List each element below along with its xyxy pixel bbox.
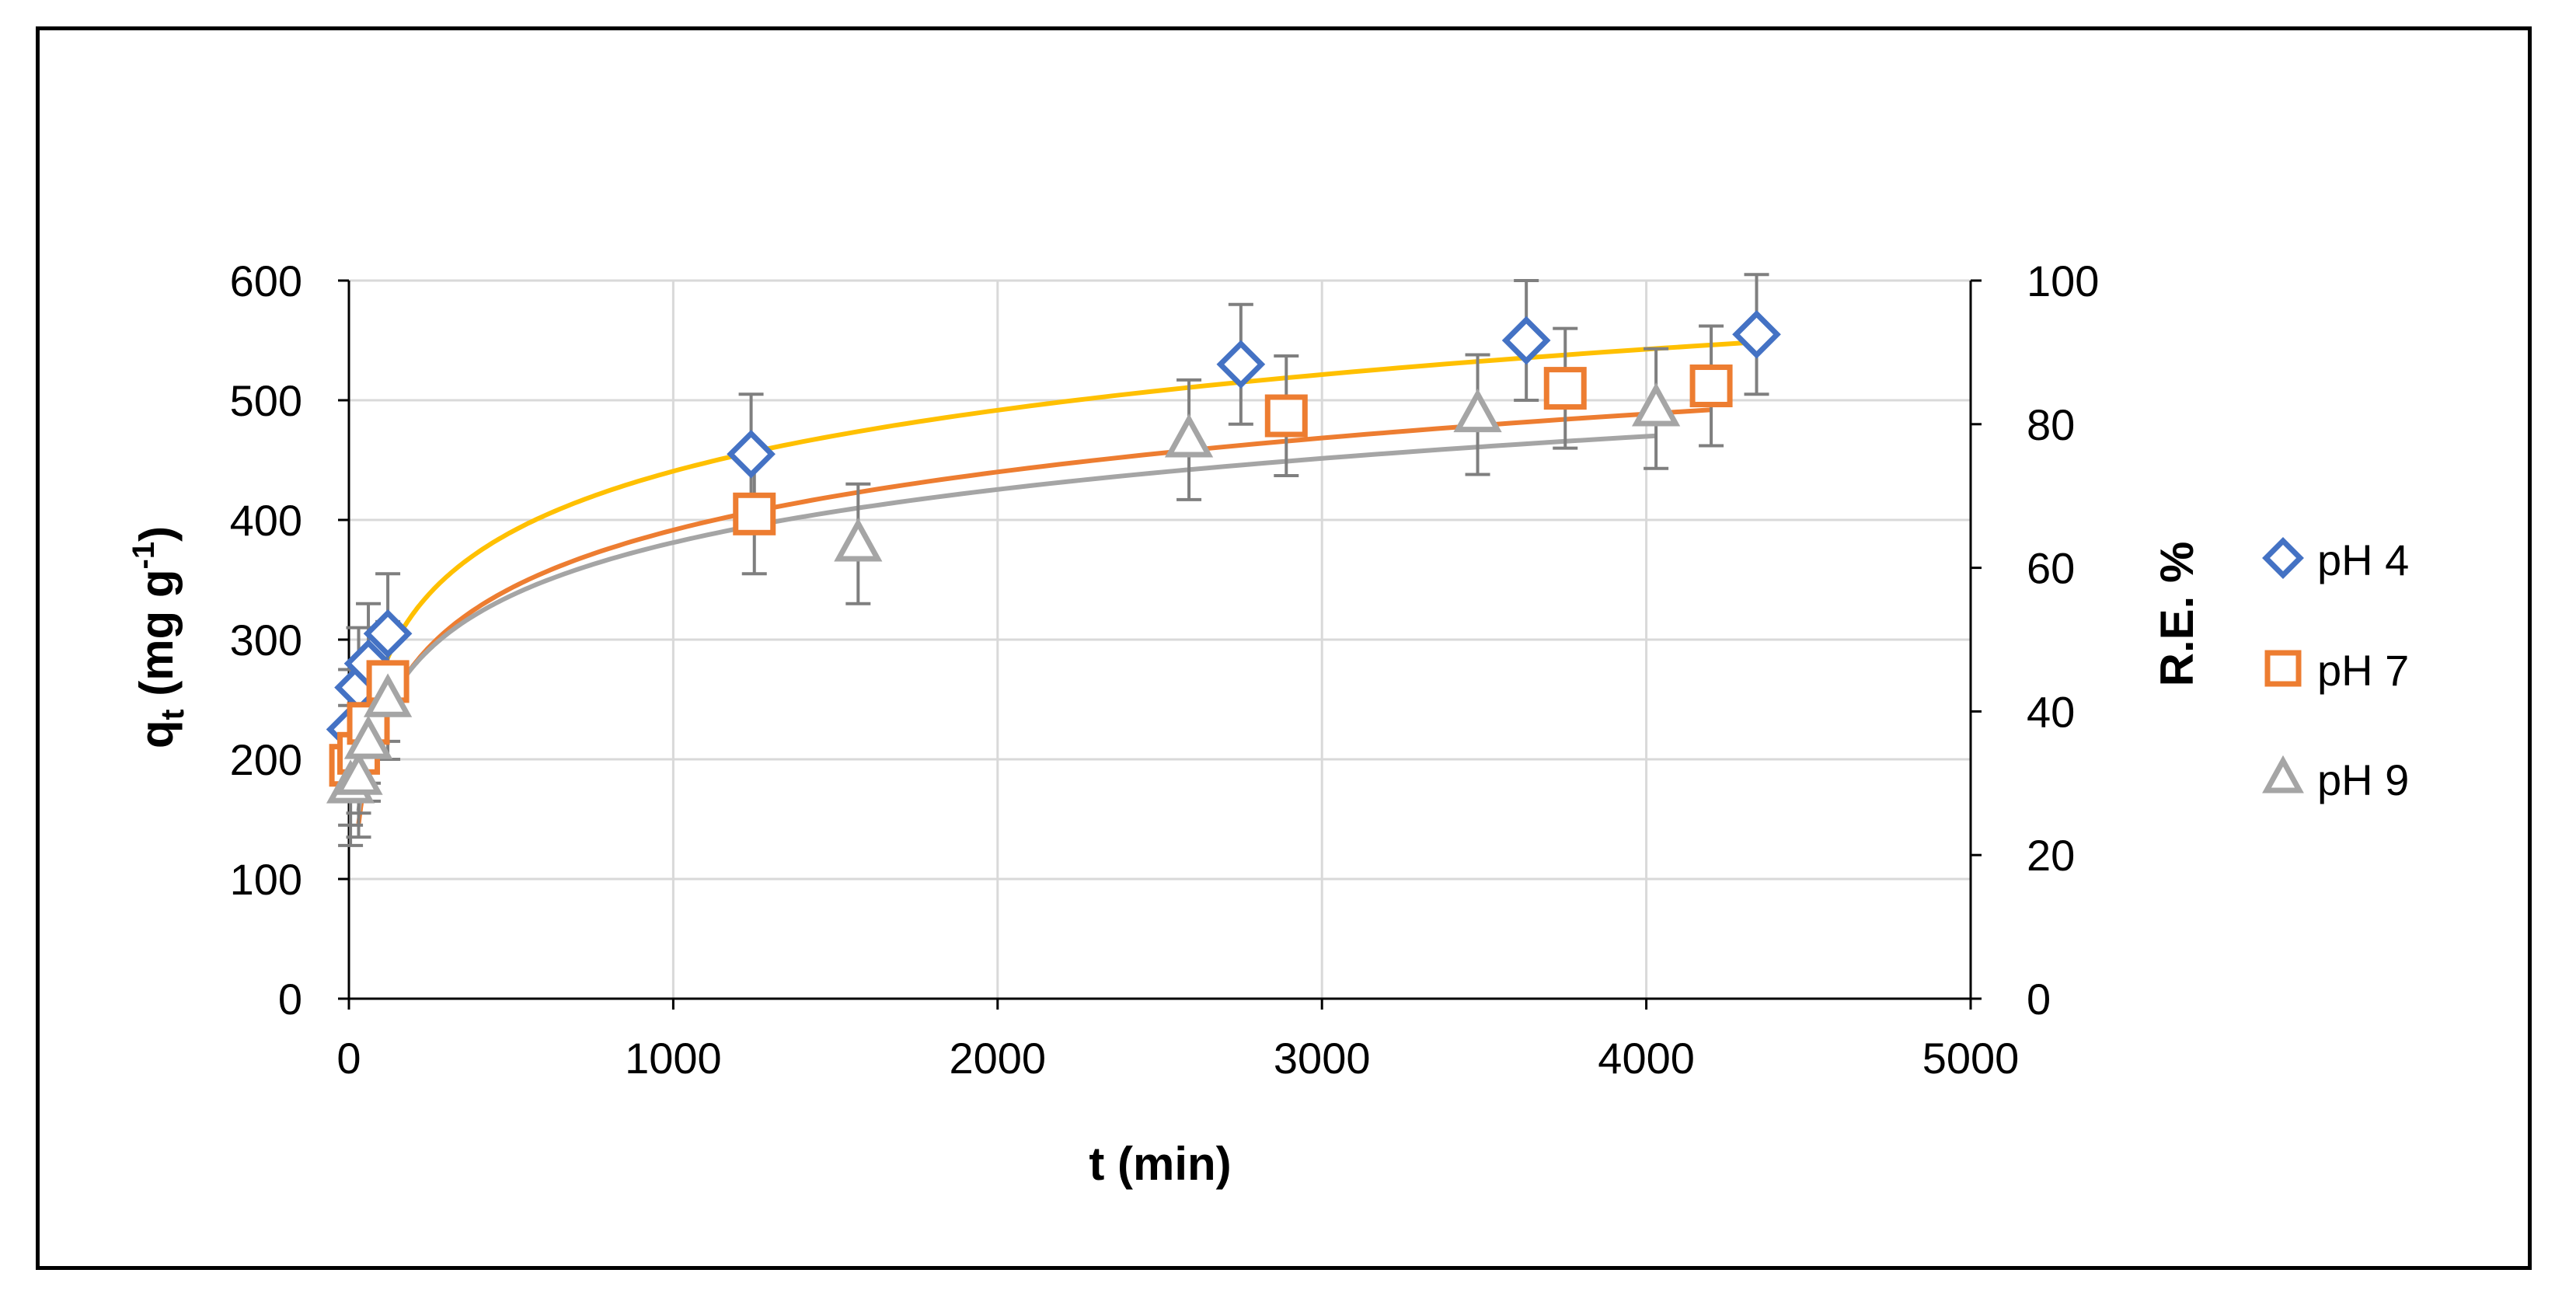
legend-marker-ph-7 bbox=[2264, 650, 2302, 687]
data-point-ph-4 bbox=[363, 609, 413, 658]
x-tick-label: 0 bbox=[336, 1034, 361, 1083]
data-point-ph-7 bbox=[1689, 364, 1733, 408]
y2-tick-label: 60 bbox=[2027, 544, 2075, 593]
y-tick-label: 300 bbox=[230, 616, 302, 664]
fit-curves bbox=[356, 340, 1757, 825]
x-tick-label: 1000 bbox=[625, 1034, 722, 1083]
legend-label: pH 9 bbox=[2317, 755, 2409, 804]
y2-tick-label: 0 bbox=[2027, 975, 2051, 1024]
y-tick-label: 0 bbox=[278, 975, 302, 1024]
y2-tick-label: 40 bbox=[2027, 687, 2075, 736]
legend-label: pH 7 bbox=[2317, 646, 2409, 695]
data-point-ph-4 bbox=[1216, 340, 1266, 389]
data-point-ph-9 bbox=[334, 751, 383, 795]
chart-frame bbox=[36, 26, 2532, 1270]
y2-tick-label: 80 bbox=[2027, 400, 2075, 449]
legend: pH 4 pH 7 pH 9 bbox=[2262, 535, 2409, 804]
x-axis-title: t (min) bbox=[1089, 1138, 1231, 1190]
data-points bbox=[326, 309, 1781, 804]
y-tick-label: 500 bbox=[230, 376, 302, 425]
y-tick-label: 100 bbox=[230, 855, 302, 904]
data-point-ph-7 bbox=[1264, 394, 1308, 438]
y-tick-label: 400 bbox=[230, 496, 302, 545]
data-point-ph-9 bbox=[1164, 413, 1214, 458]
data-point-ph-9 bbox=[343, 715, 393, 759]
y2-axis-title: R.E. % bbox=[2151, 542, 2203, 687]
y2-tick-label: 100 bbox=[2027, 256, 2099, 305]
data-point-ph-9 bbox=[363, 673, 413, 717]
legend-marker-ph-4 bbox=[2262, 537, 2304, 579]
fit-curve-ph-9 bbox=[356, 433, 1657, 812]
data-point-ph-7 bbox=[733, 492, 776, 535]
data-point-ph-9 bbox=[834, 518, 883, 562]
legend-label: pH 4 bbox=[2317, 535, 2409, 584]
data-point-ph-7 bbox=[1543, 367, 1587, 410]
legend-marker-ph-9 bbox=[2262, 755, 2304, 794]
x-tick-label: 4000 bbox=[1598, 1034, 1695, 1083]
axes bbox=[338, 279, 1982, 1010]
x-tick-label: 3000 bbox=[1274, 1034, 1371, 1083]
x-tick-label: 5000 bbox=[1922, 1034, 2020, 1083]
data-point-ph-4 bbox=[1501, 316, 1551, 365]
y-tick-label: 200 bbox=[230, 735, 302, 784]
x-tick-label: 2000 bbox=[950, 1034, 1047, 1083]
data-point-ph-9 bbox=[1631, 382, 1681, 427]
y-axis-title: qt (mg g-1) bbox=[127, 526, 190, 748]
data-point-ph-4 bbox=[727, 429, 776, 479]
y2-tick-label: 20 bbox=[2027, 831, 2075, 880]
data-point-ph-4 bbox=[1732, 309, 1781, 359]
data-point-ph-9 bbox=[1453, 388, 1502, 433]
fit-curve-ph-7 bbox=[356, 407, 1712, 825]
y-tick-label: 600 bbox=[230, 256, 302, 305]
